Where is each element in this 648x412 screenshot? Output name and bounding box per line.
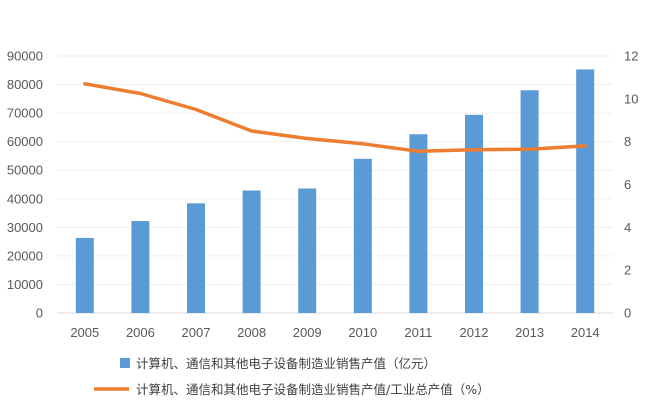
- x-tick-label: 2012: [460, 325, 489, 340]
- left-tick-label: 50000: [7, 163, 43, 178]
- left-tick-label: 10000: [7, 277, 43, 292]
- x-tick-label: 2011: [404, 325, 432, 340]
- x-axis-ticks: 2005 2006 2007 2008 2009 2010 2011 2012 2013 2014: [70, 325, 599, 340]
- x-tick-label: 2007: [182, 325, 211, 340]
- right-tick-label: 0: [624, 306, 631, 321]
- bar: [298, 188, 317, 313]
- left-tick-label: 40000: [7, 191, 43, 206]
- bar: [242, 190, 261, 313]
- gridlines: [57, 55, 613, 314]
- right-tick-label: 12: [624, 49, 638, 64]
- left-tick-label: 20000: [7, 248, 43, 263]
- legend-bar-label: 计算机、通信和其他电子设备制造业销售产值（亿元）: [136, 356, 436, 371]
- legend-line-label: 计算机、通信和其他电子设备制造业销售产值/工业总产值（%）: [136, 382, 490, 397]
- x-tick-label: 2009: [293, 325, 322, 340]
- x-tick-label: 2014: [571, 325, 600, 340]
- right-tick-label: 8: [624, 134, 631, 149]
- bar: [75, 237, 94, 313]
- left-y-axis-ticks: 0 10000 20000 30000 40000 50000 60000 70000 8000…: [7, 49, 43, 321]
- x-tick-label: 2006: [126, 325, 155, 340]
- legend-bar-swatch: [120, 358, 130, 368]
- bar-series: [75, 69, 595, 314]
- x-tick-label: 2005: [70, 325, 99, 340]
- right-tick-label: 10: [624, 91, 638, 106]
- bar: [353, 158, 372, 313]
- bar: [131, 221, 150, 313]
- right-tick-label: 2: [624, 263, 631, 278]
- x-tick-label: 2013: [515, 325, 544, 340]
- x-tick-label: 2010: [348, 325, 377, 340]
- x-tick-label: 2008: [237, 325, 266, 340]
- series-line: [83, 82, 587, 154]
- left-tick-label: 80000: [7, 77, 43, 92]
- legend: 计算机、通信和其他电子设备制造业销售产值（亿元） 计算机、通信和其他电子设备制造…: [94, 356, 490, 397]
- right-tick-label: 4: [624, 220, 631, 235]
- bar: [187, 203, 205, 313]
- bar: [520, 90, 539, 314]
- left-tick-label: 70000: [7, 106, 43, 121]
- left-tick-label: 90000: [7, 49, 43, 64]
- line-series: [83, 82, 587, 154]
- bar: [576, 69, 595, 313]
- left-tick-label: 0: [36, 306, 43, 321]
- right-tick-label: 6: [624, 177, 631, 192]
- left-tick-label: 60000: [7, 134, 43, 149]
- left-tick-label: 30000: [7, 220, 43, 235]
- bar: [465, 114, 483, 313]
- bar: [409, 134, 428, 313]
- right-y-axis-ticks: 0 2 4 6 8 10 12: [624, 49, 638, 321]
